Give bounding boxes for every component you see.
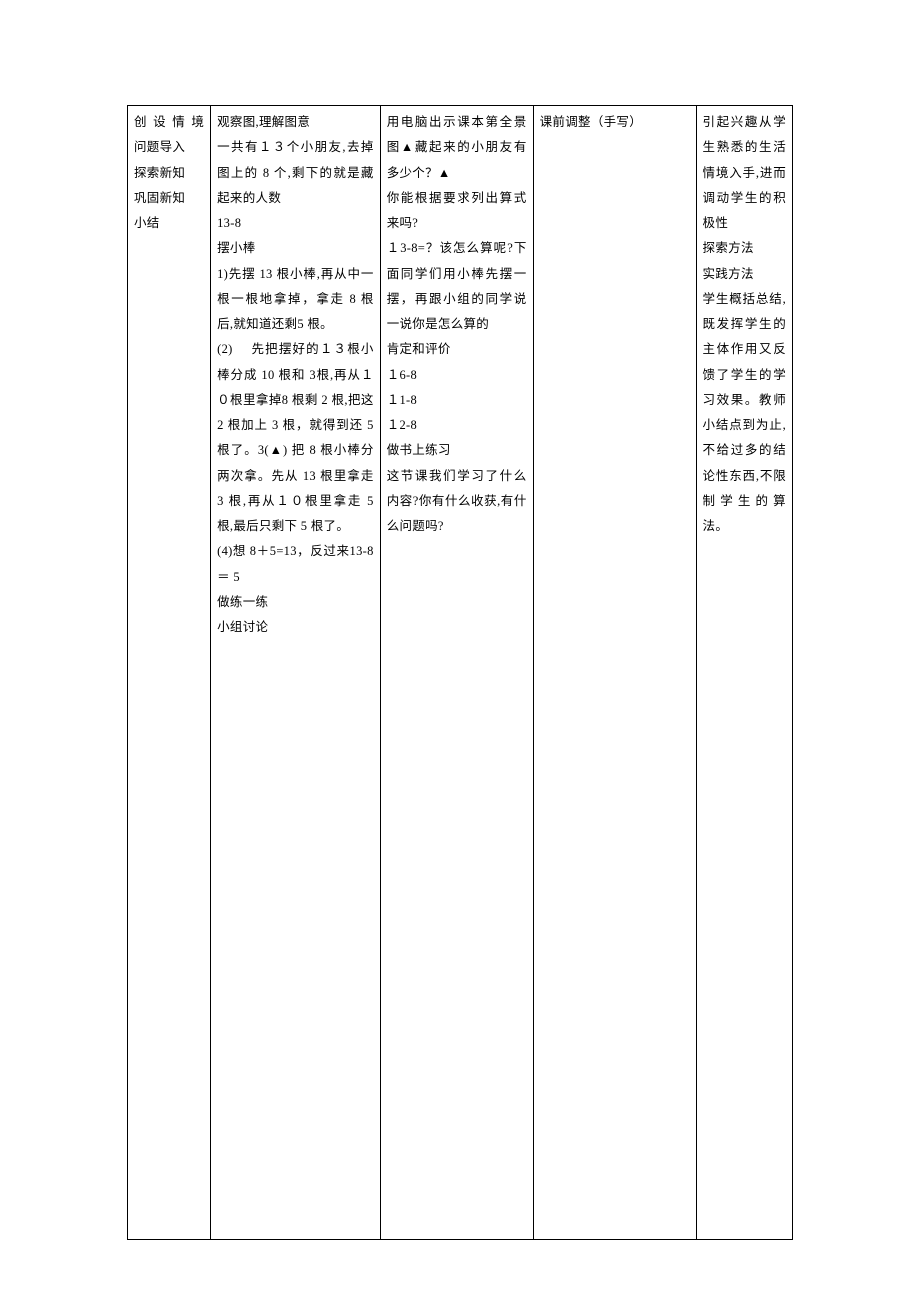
- cell-adjustment: 课前调整（手写）: [533, 106, 696, 1240]
- cell-teacher-activity: 用电脑出示课本第全景图▲藏起来的小朋友有多少个？▲ 你能根据要求列出算式来吗? …: [380, 106, 533, 1240]
- student-activity-text: 观察图,理解图意 一共有１３个小朋友,去掉图上的 8 个,剩下的就是藏起来的人数…: [217, 115, 377, 634]
- stage-line-2: 问题导入: [134, 135, 204, 160]
- adjustment-text: 课前调整（手写）: [540, 115, 642, 129]
- lesson-plan-table: 创设情境 问题导入 探索新知 巩固新知 小结 观察图,理解图意 一共有１３个小朋…: [127, 105, 793, 1240]
- cell-student-activity: 观察图,理解图意 一共有１３个小朋友,去掉图上的 8 个,剩下的就是藏起来的人数…: [211, 106, 381, 1240]
- intent-text: 引起兴趣从学生熟悉的生活情境入手,进而调动学生的积极性 探索方法 实践方法 学生…: [703, 115, 786, 533]
- table-row: 创设情境 问题导入 探索新知 巩固新知 小结 观察图,理解图意 一共有１３个小朋…: [128, 106, 793, 1240]
- stage-line-1: 创设情境: [134, 110, 204, 135]
- teacher-activity-text: 用电脑出示课本第全景图▲藏起来的小朋友有多少个？▲ 你能根据要求列出算式来吗? …: [387, 115, 527, 533]
- stage-line-4: 巩固新知: [134, 186, 204, 211]
- stage-line-5: 小结: [134, 211, 204, 236]
- cell-stage: 创设情境 问题导入 探索新知 巩固新知 小结: [128, 106, 211, 1240]
- stage-line-3: 探索新知: [134, 161, 204, 186]
- cell-intent: 引起兴趣从学生熟悉的生活情境入手,进而调动学生的积极性 探索方法 实践方法 学生…: [696, 106, 792, 1240]
